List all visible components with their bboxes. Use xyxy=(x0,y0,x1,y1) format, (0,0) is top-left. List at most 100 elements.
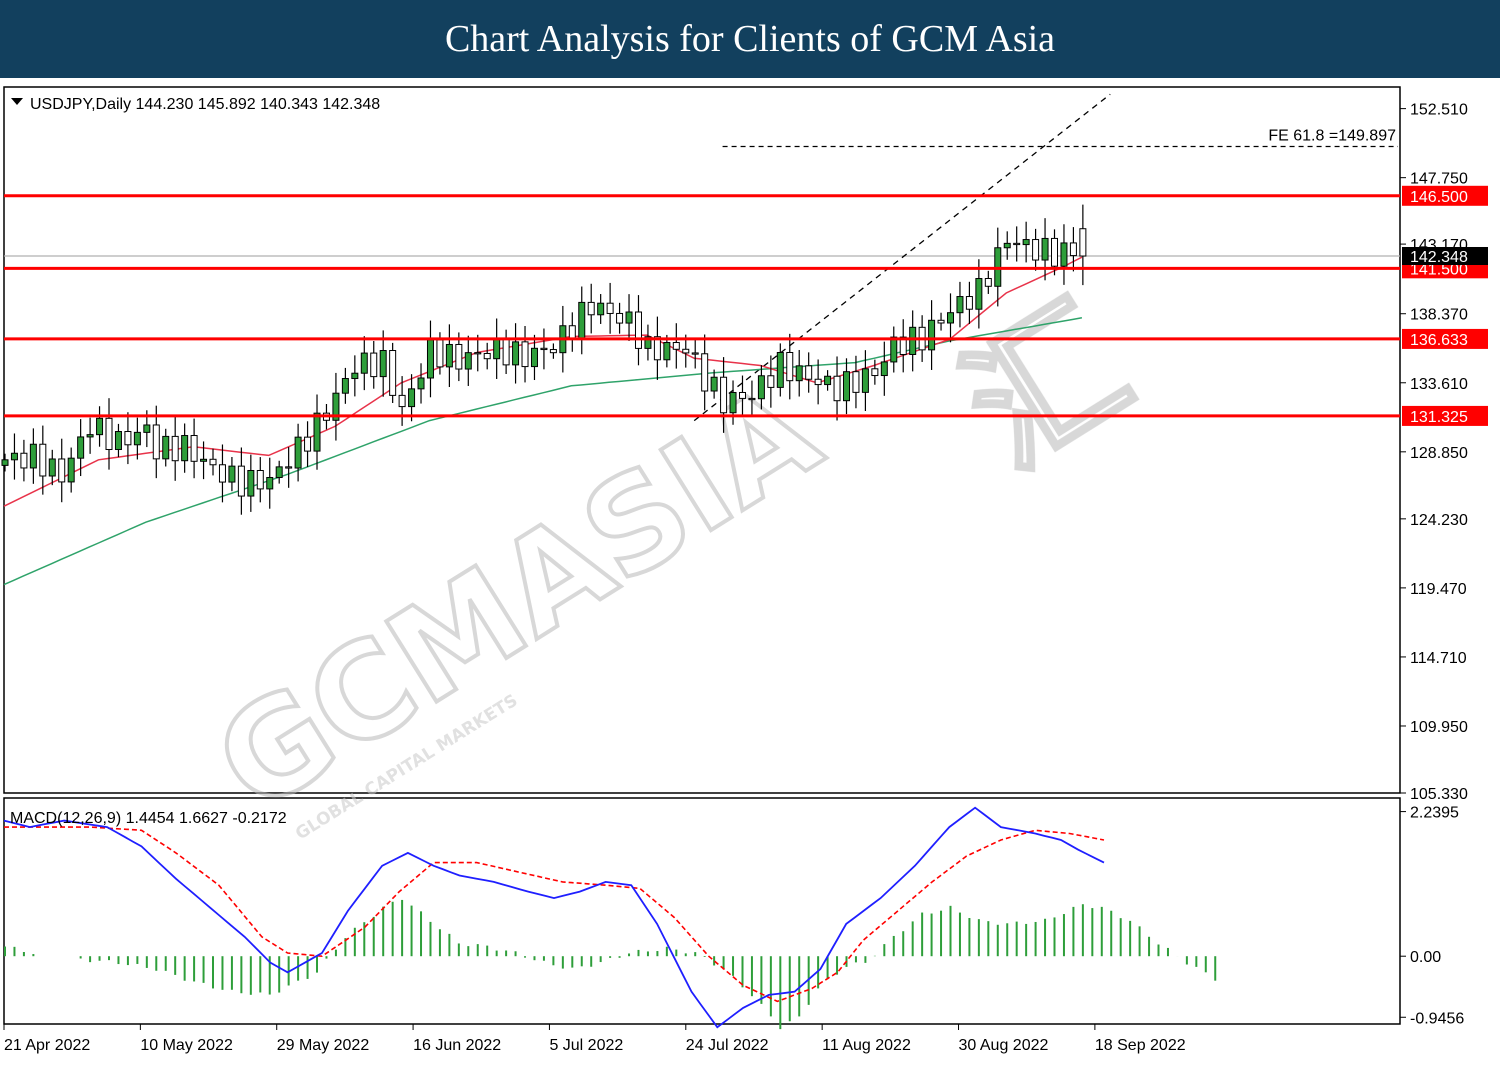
candle-body xyxy=(370,352,378,378)
candle-body xyxy=(710,376,718,392)
candle-body xyxy=(436,339,444,368)
candle-body xyxy=(114,431,122,451)
y-tick-label: 138.370 xyxy=(1410,307,1468,324)
candle-body xyxy=(379,350,387,378)
y-tick-label: 147.750 xyxy=(1410,171,1468,188)
candle-body xyxy=(152,424,160,460)
candle-body xyxy=(218,464,226,483)
candle-body xyxy=(625,311,633,324)
candle-body xyxy=(228,465,236,483)
candle-body xyxy=(757,375,765,400)
macd-pane xyxy=(3,797,1401,1025)
candle-body xyxy=(143,424,151,433)
candle-body xyxy=(247,469,255,497)
candle-body xyxy=(200,458,208,462)
x-tick-label: 10 May 2022 xyxy=(140,1037,233,1054)
x-tick-label: 30 Aug 2022 xyxy=(959,1037,1049,1054)
candle-body xyxy=(29,443,37,469)
candle-body xyxy=(701,353,709,392)
candle-body xyxy=(67,457,75,483)
candle-body xyxy=(426,339,434,379)
candle-body xyxy=(616,312,624,324)
dropdown-icon[interactable] xyxy=(11,98,23,105)
macd-main-line xyxy=(3,806,1105,1029)
candle-body xyxy=(644,336,652,349)
candle-body xyxy=(568,325,576,339)
candle-body xyxy=(682,348,690,354)
current-price-label: 142.348 xyxy=(1410,249,1468,266)
candle-body xyxy=(1032,239,1040,261)
candle-body xyxy=(748,397,756,401)
current-price-tag xyxy=(1402,246,1488,265)
candle-body xyxy=(512,341,520,366)
fe-label: FE 61.8 =149.897 xyxy=(1268,128,1396,145)
x-tick-label: 18 Sep 2022 xyxy=(1095,1037,1186,1054)
candle-body xyxy=(39,443,47,477)
candle-body xyxy=(398,394,406,408)
candle-body xyxy=(720,376,728,414)
candle-body xyxy=(899,336,907,355)
candle-body xyxy=(842,371,850,402)
y-tick-label: 128.850 xyxy=(1410,445,1468,462)
candle-body xyxy=(351,372,359,380)
candle-body xyxy=(124,431,132,446)
axes: 146.500 141.500 136.633 131.325 142.348 152.5… xyxy=(3,102,1488,1054)
candle-body xyxy=(540,347,548,351)
candle-body xyxy=(455,343,463,370)
level-label: 141.500 xyxy=(1410,261,1468,278)
candle-body xyxy=(776,352,784,388)
candle-body xyxy=(304,436,312,452)
candle-body xyxy=(474,352,482,355)
candle-body xyxy=(86,434,94,438)
x-tick-label: 11 Aug 2022 xyxy=(822,1037,911,1054)
candle-body xyxy=(133,431,141,446)
y-tick-label: 152.510 xyxy=(1410,102,1468,119)
candle-body xyxy=(965,296,973,310)
candle-body xyxy=(861,368,869,393)
candle-body xyxy=(341,378,349,394)
candle-body xyxy=(285,466,293,469)
candle-body xyxy=(634,311,642,349)
y-tick-label: 119.470 xyxy=(1410,581,1467,598)
candle-body xyxy=(1041,237,1049,261)
candle-body xyxy=(1,459,9,466)
candle-body xyxy=(597,302,605,316)
candle-body xyxy=(672,342,680,350)
level-label: 146.500 xyxy=(1410,189,1468,206)
price-pane xyxy=(3,86,1401,794)
candle-body xyxy=(275,466,283,478)
candle-body xyxy=(1003,242,1011,249)
candle-body xyxy=(209,458,217,466)
x-tick-label: 16 Jun 2022 xyxy=(413,1037,501,1054)
candle-body xyxy=(20,452,28,469)
x-tick-label: 29 May 2022 xyxy=(277,1037,370,1054)
candle-body xyxy=(360,352,368,374)
candle-body xyxy=(871,368,879,377)
level-tag xyxy=(1402,185,1488,206)
candle-body xyxy=(10,452,18,461)
macd-y-tick-label: 0.00 xyxy=(1410,949,1441,966)
candle-body xyxy=(890,336,898,363)
x-tick-label: 24 Jul 2022 xyxy=(686,1037,769,1054)
x-tick-label: 5 Jul 2022 xyxy=(549,1037,623,1054)
candle-body xyxy=(653,336,661,361)
candle-body xyxy=(833,375,841,402)
candle-body xyxy=(738,391,746,399)
candle-body xyxy=(190,435,198,462)
candle-body xyxy=(530,347,538,368)
candle-body xyxy=(162,435,170,460)
candle-body xyxy=(332,392,340,421)
candle-body xyxy=(663,342,671,361)
candle-body xyxy=(1060,242,1068,267)
candle-body xyxy=(464,352,472,370)
candle-body xyxy=(521,341,529,368)
candle-body xyxy=(880,361,888,377)
y-tick-label: 114.710 xyxy=(1410,650,1467,667)
candle-body xyxy=(181,435,189,462)
candle-body xyxy=(909,326,917,355)
candle-body xyxy=(294,436,302,469)
level-label: 131.325 xyxy=(1410,409,1468,426)
candle-body xyxy=(984,278,992,287)
x-tick-label: 21 Apr 2022 xyxy=(4,1037,90,1054)
candle-body xyxy=(786,352,794,382)
